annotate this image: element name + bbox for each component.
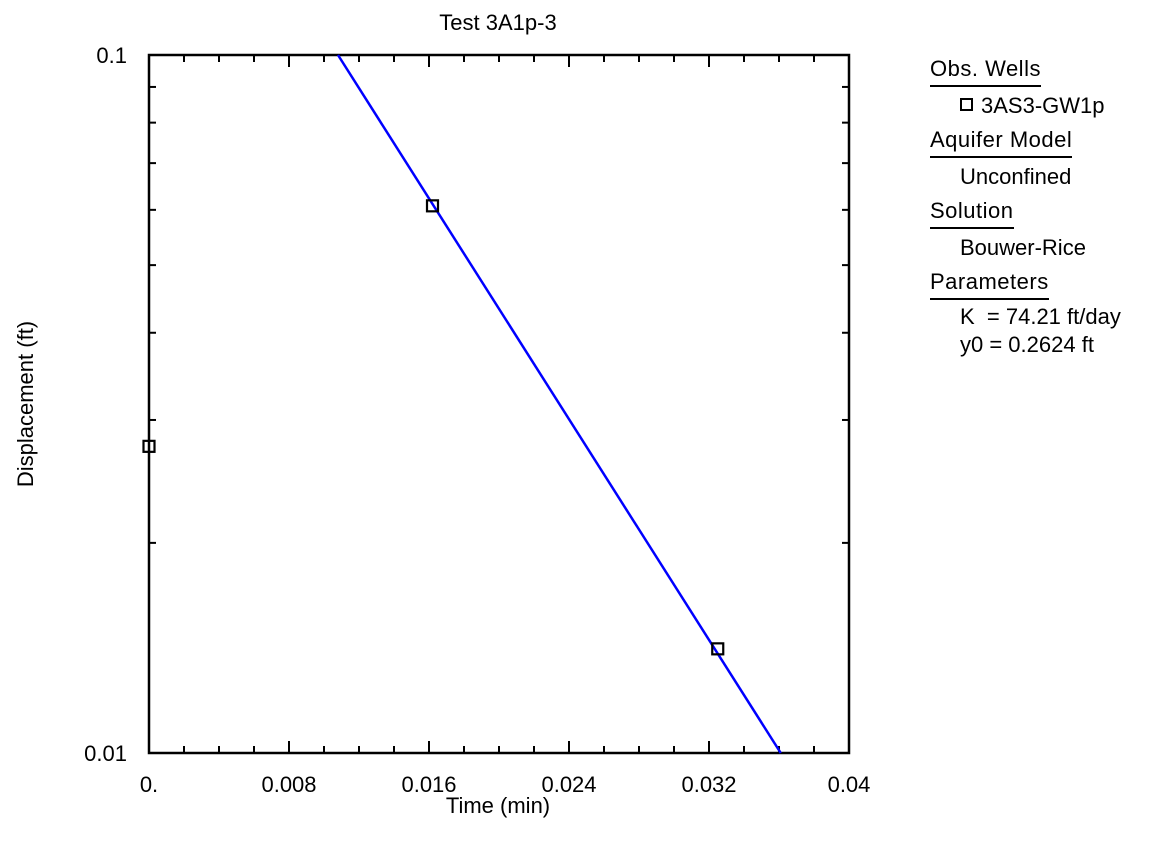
y-axis-label: Displacement (ft)	[13, 321, 38, 487]
x-tick-label: 0.	[140, 772, 158, 797]
open-square-marker-icon	[960, 98, 973, 111]
ticks-layer	[148, 55, 850, 753]
y-tick-label: 0.01	[84, 741, 127, 766]
x-tick-label: 0.016	[401, 772, 456, 797]
tick-labels-layer: 0. 0.008 0.016 0.024 0.032 0.04 0.1 0.01	[84, 43, 870, 797]
legend-obs-row: 3AS3-GW1p	[960, 95, 1121, 117]
legend-param-k: K = 74.21 ft/day	[960, 304, 1121, 329]
legend-solution-header: Solution	[930, 200, 1014, 229]
legend-obs-header: Obs. Wells	[930, 58, 1041, 87]
legend-model-value: Unconfined	[960, 164, 1072, 189]
fit-line	[336, 54, 782, 754]
series-layer	[142, 54, 782, 754]
plot-frame	[147, 53, 851, 755]
data-point	[142, 439, 156, 453]
x-tick-label: 0.024	[541, 772, 596, 797]
x-tick-label: 0.008	[261, 772, 316, 797]
chart-title: Test 3A1p-3	[439, 10, 556, 35]
x-axis-label: Time (min)	[446, 793, 550, 818]
legend-params-header: Parameters	[930, 271, 1049, 300]
legend-solution-value: Bouwer-Rice	[960, 235, 1086, 260]
legend-obs-well: 3AS3-GW1p	[981, 93, 1105, 118]
x-tick-label: 0.04	[828, 772, 871, 797]
legend-param-y0: y0 = 0.2624 ft	[960, 332, 1094, 357]
data-point	[425, 199, 440, 213]
legend-model-header: Aquifer Model	[930, 129, 1073, 158]
legend: Obs. Wells 3AS3-GW1p Aquifer Model Uncon…	[930, 58, 1121, 356]
x-tick-label: 0.032	[681, 772, 736, 797]
y-tick-label: 0.1	[96, 43, 127, 68]
data-point	[711, 642, 725, 656]
